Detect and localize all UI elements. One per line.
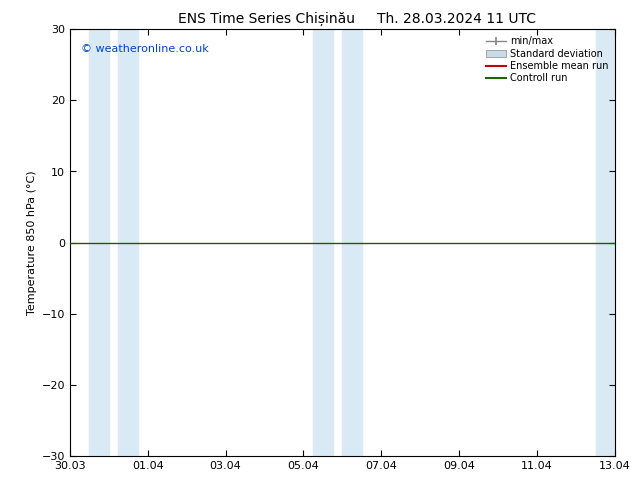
- Bar: [595, 29, 615, 456]
- Bar: [119, 29, 138, 456]
- Bar: [313, 29, 333, 456]
- Text: © weatheronline.co.uk: © weatheronline.co.uk: [81, 44, 209, 54]
- Text: Th. 28.03.2024 11 UTC: Th. 28.03.2024 11 UTC: [377, 12, 536, 26]
- Y-axis label: Temperature 850 hPa (°C): Temperature 850 hPa (°C): [27, 170, 37, 315]
- Legend: min/max, Standard deviation, Ensemble mean run, Controll run: min/max, Standard deviation, Ensemble me…: [484, 34, 610, 85]
- Bar: [342, 29, 362, 456]
- Bar: [89, 29, 108, 456]
- Text: ENS Time Series Chișinău: ENS Time Series Chișinău: [178, 12, 355, 26]
